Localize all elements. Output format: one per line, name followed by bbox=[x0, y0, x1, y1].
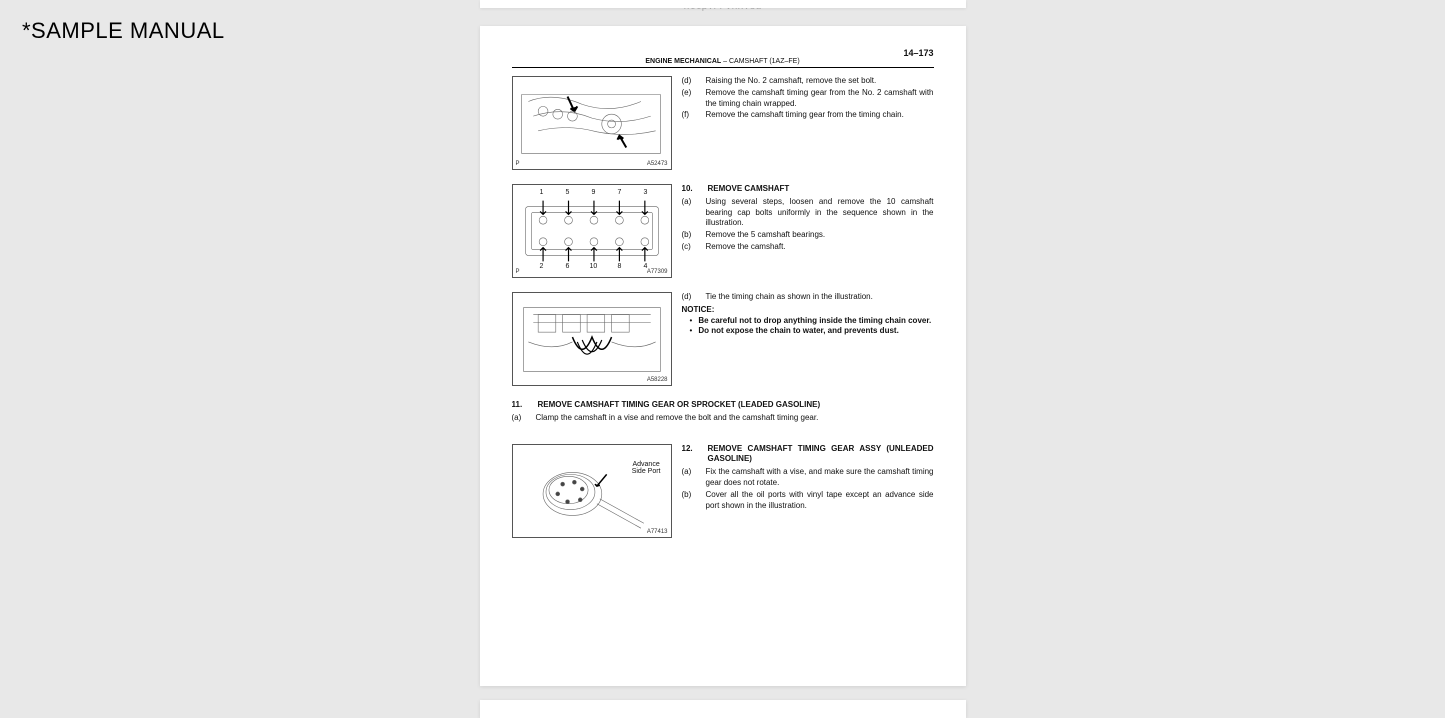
step-text: Remove the 5 camshaft bearings. bbox=[706, 230, 934, 241]
step-line: (b) Cover all the oil ports with vinyl t… bbox=[682, 490, 934, 512]
seq-num: 6 bbox=[566, 263, 570, 270]
step-label: (c) bbox=[682, 242, 700, 253]
text-column-3: (d) Tie the timing chain as shown in the… bbox=[682, 292, 934, 386]
page-header: 14–173 ENGINE MECHANICAL – CAMSHAFT (1AZ… bbox=[512, 48, 934, 68]
seq-num: 8 bbox=[618, 263, 622, 270]
bullet-icon: • bbox=[690, 326, 693, 337]
step-label: (a) bbox=[682, 197, 700, 229]
seq-num: 7 bbox=[618, 189, 622, 196]
step-line: (b) Remove the 5 camshaft bearings. bbox=[682, 230, 934, 241]
step-label: (a) bbox=[682, 467, 700, 489]
step-line: (a) Fix the camshaft with a vise, and ma… bbox=[682, 467, 934, 489]
diagram-code: A52473 bbox=[647, 161, 668, 167]
step-heading-text: REMOVE CAMSHAFT TIMING GEAR ASSY (UNLEAD… bbox=[708, 444, 934, 466]
step-label: (d) bbox=[682, 76, 700, 87]
prev-page-sliver bbox=[480, 0, 966, 8]
section-block-1: P A52473 (d) Raising the No. 2 camshaft,… bbox=[512, 76, 934, 170]
step-number: 10. bbox=[682, 184, 700, 195]
step-text: Clamp the camshaft in a vise and remove … bbox=[536, 413, 934, 424]
header-title: ENGINE MECHANICAL – CAMSHAFT (1AZ–FE) bbox=[512, 58, 934, 65]
diagram-tag: P bbox=[516, 269, 520, 275]
text-column-2: 10. REMOVE CAMSHAFT (a) Using several st… bbox=[682, 184, 934, 278]
step-label: (e) bbox=[682, 88, 700, 110]
step-label: (f) bbox=[682, 110, 700, 121]
step-heading: 11. REMOVE CAMSHAFT TIMING GEAR OR SPROC… bbox=[512, 400, 934, 411]
step-heading: 10. REMOVE CAMSHAFT bbox=[682, 184, 934, 195]
bullet-line: • Be careful not to drop anything inside… bbox=[690, 316, 934, 327]
seq-num: 9 bbox=[592, 189, 596, 196]
diagram-2: 1 5 9 7 3 2 6 10 8 4 P A77309 bbox=[512, 184, 672, 278]
step-text: Using several steps, loosen and remove t… bbox=[706, 197, 934, 229]
bullet-text: Do not expose the chain to water, and pr… bbox=[698, 326, 898, 337]
step-line: (f) Remove the camshaft timing gear from… bbox=[682, 110, 934, 121]
diagram-3: A58228 bbox=[512, 292, 672, 386]
page-number: 14–173 bbox=[512, 48, 934, 58]
diagram-code: A77309 bbox=[647, 269, 668, 275]
step-text: Remove the camshaft. bbox=[706, 242, 934, 253]
manual-page: 14–173 ENGINE MECHANICAL – CAMSHAFT (1AZ… bbox=[480, 26, 966, 686]
seq-num: 10 bbox=[590, 263, 598, 270]
diagram-1: P A52473 bbox=[512, 76, 672, 170]
step-heading-text: REMOVE CAMSHAFT TIMING GEAR OR SPROCKET … bbox=[538, 400, 821, 411]
section-block-2: 1 5 9 7 3 2 6 10 8 4 P A77309 10. REMOVE… bbox=[512, 184, 934, 278]
diagram-code: A58228 bbox=[647, 377, 668, 383]
step-line: (d) Raising the No. 2 camshaft, remove t… bbox=[682, 76, 934, 87]
step-number: 11. bbox=[512, 400, 530, 411]
diagram-code: A77413 bbox=[647, 529, 668, 535]
step-text: Remove the camshaft timing gear from the… bbox=[706, 88, 934, 110]
sample-manual-label: *SAMPLE MANUAL bbox=[22, 18, 225, 44]
notice-label: NOTICE: bbox=[682, 305, 934, 316]
text-column-1: (d) Raising the No. 2 camshaft, remove t… bbox=[682, 76, 934, 170]
step-text: Fix the camshaft with a vise, and make s… bbox=[706, 467, 934, 489]
step-line: (a) Clamp the camshaft in a vise and rem… bbox=[512, 413, 934, 424]
advance-label-1: Advance bbox=[632, 461, 659, 468]
advance-label-2: Side Port bbox=[632, 468, 661, 475]
seq-num: 2 bbox=[540, 263, 544, 270]
step-label: (d) bbox=[682, 292, 700, 303]
advance-port-label: Advance Side Port bbox=[632, 461, 661, 476]
diagram-5: Advance Side Port A77413 bbox=[512, 444, 672, 538]
step-label: (b) bbox=[682, 230, 700, 241]
text-column-5: 12. REMOVE CAMSHAFT TIMING GEAR ASSY (UN… bbox=[682, 444, 934, 538]
section-block-3: A58228 (d) Tie the timing chain as shown… bbox=[512, 292, 934, 386]
header-subsection: CAMSHAFT (1AZ–FE) bbox=[729, 58, 800, 65]
next-page-sliver bbox=[480, 700, 966, 718]
seq-num: 5 bbox=[566, 189, 570, 196]
timing-chain-diagram-icon bbox=[513, 293, 671, 385]
step-heading-text: REMOVE CAMSHAFT bbox=[708, 184, 790, 195]
step-label: (b) bbox=[682, 490, 700, 512]
step-line: (d) Tie the timing chain as shown in the… bbox=[682, 292, 934, 303]
bullet-icon: • bbox=[690, 316, 693, 327]
step-number: 12. bbox=[682, 444, 700, 466]
step-heading: 12. REMOVE CAMSHAFT TIMING GEAR ASSY (UN… bbox=[682, 444, 934, 466]
step-text: Tie the timing chain as shown in the ill… bbox=[706, 292, 934, 303]
diagram-tag: P bbox=[516, 161, 520, 167]
bullet-line: • Do not expose the chain to water, and … bbox=[690, 326, 934, 337]
seq-num: 1 bbox=[540, 189, 544, 196]
header-section: ENGINE MECHANICAL bbox=[645, 58, 721, 65]
section-block-5: Advance Side Port A77413 12. REMOVE CAMS… bbox=[512, 444, 934, 538]
step-text: Cover all the oil ports with vinyl tape … bbox=[706, 490, 934, 512]
header-separator: – bbox=[723, 58, 727, 65]
seq-num: 3 bbox=[644, 189, 648, 196]
step-line: (c) Remove the camshaft. bbox=[682, 242, 934, 253]
step-label: (a) bbox=[512, 413, 530, 424]
step-text: Remove the camshaft timing gear from the… bbox=[706, 110, 934, 121]
step-line: (a) Using several steps, loosen and remo… bbox=[682, 197, 934, 229]
step-text: Raising the No. 2 camshaft, remove the s… bbox=[706, 76, 934, 87]
bullet-text: Be careful not to drop anything inside t… bbox=[698, 316, 931, 327]
engine-diagram-icon bbox=[513, 77, 671, 169]
section-block-4: 11. REMOVE CAMSHAFT TIMING GEAR OR SPROC… bbox=[512, 400, 934, 424]
timing-gear-diagram-icon bbox=[513, 445, 671, 537]
step-line: (e) Remove the camshaft timing gear from… bbox=[682, 88, 934, 110]
